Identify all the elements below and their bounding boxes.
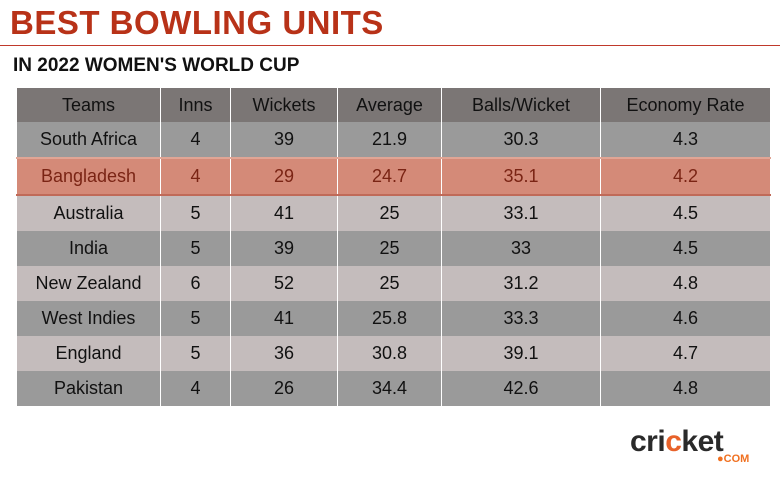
table-cell: 6	[160, 266, 231, 301]
table-cell: 4.8	[600, 266, 771, 301]
table-cell: 35.1	[441, 157, 601, 196]
table-row: South Africa 4 39 21.9 30.3 4.3	[16, 122, 771, 158]
table-cell: South Africa	[16, 122, 161, 158]
table-cell: 29	[230, 157, 338, 196]
header-row: Teams Inns Wickets Average Balls/Wicket Econo…	[16, 88, 771, 122]
table-cell: 4.2	[600, 157, 771, 196]
column-header: Balls/Wicket	[441, 88, 601, 122]
cricket-com-logo: cricket	[630, 425, 724, 459]
table-cell: 36	[230, 336, 338, 371]
table-cell: 33.3	[441, 301, 601, 336]
table-cell: 39.1	[441, 336, 601, 371]
logo-text-end: ket	[681, 425, 724, 458]
table-row: Australia 5 41 25 33.1 4.5	[16, 195, 771, 231]
table-cell: Australia	[16, 195, 161, 231]
table-cell: 42.6	[441, 371, 601, 406]
column-header: Teams	[16, 88, 161, 122]
page-title: BEST BOWLING UNITS	[10, 4, 384, 41]
table-cell: 39	[230, 231, 338, 266]
table-cell: 5	[160, 231, 231, 266]
table-cell: England	[16, 336, 161, 371]
table-cell: Bangladesh	[16, 157, 161, 196]
table-cell: Pakistan	[16, 371, 161, 406]
table-cell: 30.3	[441, 122, 601, 158]
table-cell: 5	[160, 195, 231, 231]
table-cell: 4	[160, 157, 231, 196]
column-header: Wickets	[230, 88, 338, 122]
table-cell: 4	[160, 122, 231, 158]
table-cell: 33	[441, 231, 601, 266]
column-header: Inns	[160, 88, 231, 122]
table-cell: 34.4	[337, 371, 442, 406]
table-cell: 4.6	[600, 301, 771, 336]
table-cell: 25	[337, 231, 442, 266]
logo-suffix: ●COM	[717, 453, 750, 465]
table-cell: India	[16, 231, 161, 266]
table-row: India 5 39 25 33 4.5	[16, 231, 771, 266]
table-cell: 31.2	[441, 266, 601, 301]
table-cell: 4	[160, 371, 231, 406]
title-divider	[0, 45, 780, 46]
table-cell: 24.7	[337, 157, 442, 196]
bowling-table: Teams Inns Wickets Average Balls/Wicket Econo…	[16, 88, 771, 406]
table-cell: 52	[230, 266, 338, 301]
table-cell: 33.1	[441, 195, 601, 231]
table-cell: 21.9	[337, 122, 442, 158]
table-row: New Zealand 6 52 25 31.2 4.8	[16, 266, 771, 301]
table-cell: 39	[230, 122, 338, 158]
column-header: Economy Rate	[600, 88, 771, 122]
table-cell: 41	[230, 301, 338, 336]
table-row: West Indies 5 41 25.8 33.3 4.6	[16, 301, 771, 336]
table-cell: 25	[337, 266, 442, 301]
table-cell: 41	[230, 195, 338, 231]
logo-text: cri	[630, 425, 666, 458]
table-cell: 25.8	[337, 301, 442, 336]
table-cell: 4.7	[600, 336, 771, 371]
table-cell: 4.8	[600, 371, 771, 406]
table-cell: 4.5	[600, 231, 771, 266]
table-row: England 5 36 30.8 39.1 4.7	[16, 336, 771, 371]
subtitle: IN 2022 WOMEN'S WORLD CUP	[13, 55, 300, 76]
table-cell: 30.8	[337, 336, 442, 371]
table-cell: 26	[230, 371, 338, 406]
table-cell: 25	[337, 195, 442, 231]
table-row: Bangladesh 4 29 24.7 35.1 4.2	[16, 157, 771, 196]
logo-ball: c	[665, 425, 682, 458]
column-header: Average	[337, 88, 442, 122]
table-cell: New Zealand	[16, 266, 161, 301]
table-cell: 4.3	[600, 122, 771, 158]
table-cell: 5	[160, 301, 231, 336]
table-cell: West Indies	[16, 301, 161, 336]
table-row: Pakistan 4 26 34.4 42.6 4.8	[16, 371, 771, 406]
table-cell: 5	[160, 336, 231, 371]
table-cell: 4.5	[600, 195, 771, 231]
